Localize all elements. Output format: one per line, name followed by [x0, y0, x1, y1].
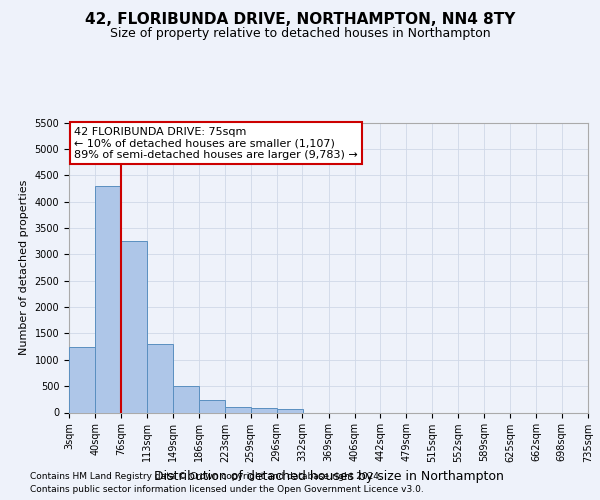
- Bar: [121, 241, 147, 412]
- Text: 42 FLORIBUNDA DRIVE: 75sqm
← 10% of detached houses are smaller (1,107)
89% of s: 42 FLORIBUNDA DRIVE: 75sqm ← 10% of deta…: [74, 127, 358, 160]
- Bar: [95, 186, 121, 412]
- Text: Contains public sector information licensed under the Open Government Licence v3: Contains public sector information licen…: [30, 485, 424, 494]
- Bar: [69, 346, 95, 412]
- Bar: [251, 408, 277, 412]
- Bar: [147, 344, 173, 412]
- Bar: [199, 400, 225, 412]
- Text: Contains HM Land Registry data © Crown copyright and database right 2024.: Contains HM Land Registry data © Crown c…: [30, 472, 382, 481]
- Bar: [225, 406, 251, 412]
- Text: Size of property relative to detached houses in Northampton: Size of property relative to detached ho…: [110, 28, 490, 40]
- X-axis label: Distribution of detached houses by size in Northampton: Distribution of detached houses by size …: [154, 470, 503, 483]
- Bar: [277, 410, 303, 412]
- Y-axis label: Number of detached properties: Number of detached properties: [19, 180, 29, 355]
- Text: 42, FLORIBUNDA DRIVE, NORTHAMPTON, NN4 8TY: 42, FLORIBUNDA DRIVE, NORTHAMPTON, NN4 8…: [85, 12, 515, 28]
- Bar: [173, 386, 199, 412]
